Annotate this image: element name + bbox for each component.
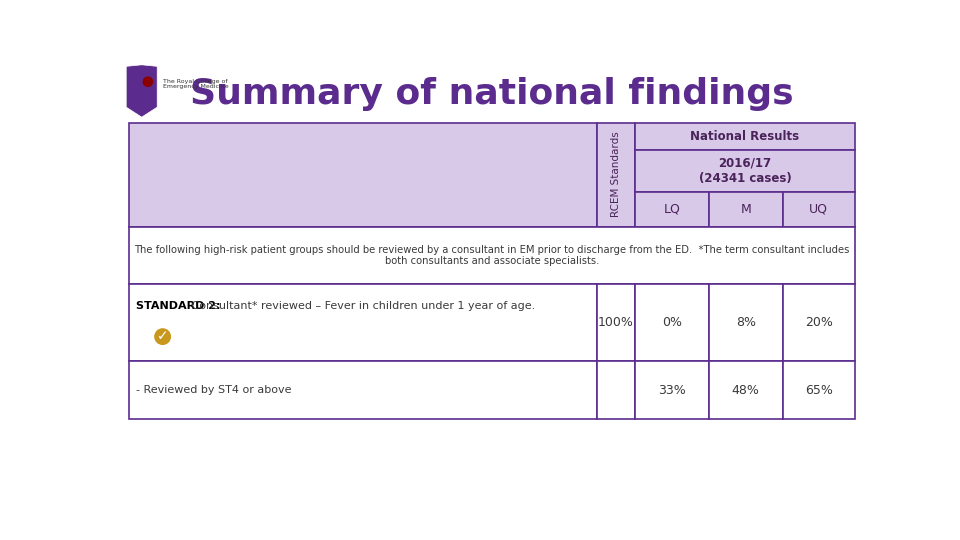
Text: 100%: 100%	[598, 316, 634, 329]
Bar	[596, 123, 636, 226]
Text: 20%: 20%	[804, 316, 832, 329]
Bar	[130, 284, 596, 361]
Bar	[636, 284, 709, 361]
Bar	[130, 123, 596, 226]
Circle shape	[143, 77, 153, 86]
Text: 2016/17
(24341 cases): 2016/17 (24341 cases)	[699, 157, 791, 185]
Text: LQ: LQ	[663, 202, 681, 215]
Text: ✓: ✓	[156, 329, 168, 343]
Text: The Royal College of
Emergency Medicine: The Royal College of Emergency Medicine	[162, 79, 228, 90]
Text: 8%: 8%	[735, 316, 756, 329]
Bar	[709, 284, 782, 361]
Text: UQ: UQ	[809, 202, 828, 215]
Text: National Results: National Results	[690, 130, 800, 143]
Bar	[636, 361, 709, 419]
Bar	[782, 284, 854, 361]
Text: The following high-risk patient groups should be reviewed by a consultant in EM : The following high-risk patient groups s…	[134, 245, 850, 266]
Bar	[782, 361, 854, 419]
Text: Summary of national findings: Summary of national findings	[190, 77, 794, 111]
Text: 65%: 65%	[804, 383, 832, 396]
Text: Consultant* reviewed – Fever in children under 1 year of age.: Consultant* reviewed – Fever in children…	[188, 301, 536, 311]
Bar	[709, 192, 782, 226]
Text: 48%: 48%	[732, 383, 759, 396]
Bar	[709, 361, 782, 419]
Bar	[130, 226, 854, 284]
Bar	[636, 192, 709, 226]
Bar	[636, 123, 854, 150]
Bar	[782, 192, 854, 226]
Bar	[596, 284, 636, 361]
Text: 0%: 0%	[662, 316, 683, 329]
Text: RCEM Standards: RCEM Standards	[611, 132, 621, 218]
Text: M: M	[740, 202, 751, 215]
Bar	[130, 361, 596, 419]
Text: - Reviewed by ST4 or above: - Reviewed by ST4 or above	[135, 385, 291, 395]
Polygon shape	[126, 65, 157, 117]
Text: 33%: 33%	[659, 383, 686, 396]
Bar	[636, 150, 854, 192]
Circle shape	[155, 329, 170, 345]
Text: STANDARD 2:: STANDARD 2:	[135, 301, 220, 311]
Bar	[596, 361, 636, 419]
